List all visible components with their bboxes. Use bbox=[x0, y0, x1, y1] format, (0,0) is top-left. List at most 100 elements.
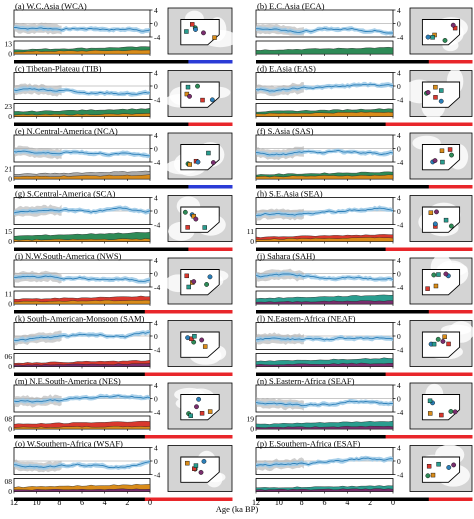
proxy-site-marker bbox=[447, 147, 453, 152]
proxy-site-marker bbox=[425, 34, 431, 40]
record-bar-black bbox=[57, 372, 102, 376]
y-tick-label: 4 bbox=[154, 131, 158, 140]
record-bar-black bbox=[57, 60, 102, 64]
y-tick-label: 4 bbox=[397, 256, 401, 265]
record-bar-red bbox=[428, 185, 473, 189]
stacked-area-orange bbox=[13, 238, 151, 242]
record-bar-red bbox=[428, 497, 473, 501]
stacked-area-orange bbox=[255, 237, 394, 242]
record-bar-red bbox=[188, 122, 233, 126]
record-bar-red bbox=[144, 497, 189, 501]
panel-title: (d) E.Asia (EAS) bbox=[257, 64, 316, 74]
proxy-site-marker bbox=[443, 271, 449, 277]
x-tick-label: 0 bbox=[391, 498, 395, 507]
y-tick-label: 0 bbox=[154, 457, 158, 466]
proxy-site-marker bbox=[201, 458, 207, 464]
record-bar-black bbox=[57, 247, 102, 251]
series-uncertainty-band bbox=[14, 25, 150, 34]
proxy-site-marker bbox=[442, 334, 447, 340]
y-tick-label: -4 bbox=[154, 345, 160, 354]
record-bar-blue bbox=[188, 185, 233, 189]
panel-title: (c) Tibetan-Plateau (TIB) bbox=[15, 64, 102, 74]
proxy-site-marker bbox=[425, 90, 431, 95]
y-tick-label: 0 bbox=[397, 457, 401, 466]
left-tick-label: 0 bbox=[8, 425, 12, 434]
record-bar-black bbox=[385, 497, 430, 501]
y-tick-label: -4 bbox=[154, 158, 160, 167]
x-tick-label: 10 bbox=[33, 498, 41, 507]
proxy-site-marker bbox=[449, 152, 454, 158]
record-bar-black bbox=[342, 497, 387, 501]
y-tick-label: 4 bbox=[154, 318, 158, 327]
series-uncertainty-band bbox=[256, 26, 393, 36]
panel-title: (k) South-American-Monsoon (SAM) bbox=[15, 314, 145, 324]
stacked-area-orange bbox=[13, 174, 151, 180]
proxy-site-marker bbox=[198, 469, 204, 475]
series-mean-line bbox=[255, 273, 394, 280]
series-uncertainty-band bbox=[14, 273, 150, 284]
record-bar-black bbox=[14, 60, 59, 64]
proxy-site-marker bbox=[194, 404, 199, 410]
proxy-site-marker bbox=[199, 337, 205, 343]
left-tick-label: 11 bbox=[247, 227, 254, 236]
x-tick-label: 12 bbox=[10, 498, 18, 507]
proxy-site-marker bbox=[191, 279, 197, 284]
record-bar-black bbox=[101, 185, 146, 189]
record-bar-black bbox=[14, 185, 59, 189]
left-tick-label: 19 bbox=[247, 415, 255, 424]
series-mean-line bbox=[13, 395, 151, 403]
x-tick-label: 6 bbox=[80, 498, 84, 507]
proxy-site-marker bbox=[432, 158, 438, 164]
panel-title: (n) S.Eastern-Africa (SEAF) bbox=[257, 376, 355, 386]
panel-title: (l) N.Eastern-Africa (NEAF) bbox=[257, 314, 356, 324]
proxy-site-marker bbox=[201, 30, 206, 36]
y-tick-label: -4 bbox=[154, 220, 160, 229]
record-bar-black bbox=[14, 310, 59, 314]
proxy-site-marker bbox=[436, 461, 441, 467]
record-bar-red bbox=[428, 60, 473, 64]
panel-title: (e) N.Central-America (NCA) bbox=[15, 126, 118, 136]
record-bar-black bbox=[256, 247, 300, 251]
proxy-site-marker bbox=[426, 464, 432, 469]
stacked-area-orange bbox=[13, 299, 151, 305]
proxy-site-marker bbox=[439, 88, 444, 93]
stacked-area-green bbox=[255, 46, 394, 55]
record-bar-black bbox=[385, 310, 430, 314]
proxy-site-marker bbox=[433, 84, 438, 90]
panel-title: (h) S.E.Asia (SEA) bbox=[257, 189, 323, 199]
panel-title: (f) S.Asia (SAS) bbox=[257, 126, 314, 136]
series-mean-line bbox=[13, 331, 151, 342]
series-mean-line bbox=[255, 336, 394, 341]
y-tick-label: 4 bbox=[397, 381, 401, 390]
proxy-site-marker bbox=[438, 98, 444, 104]
proxy-site-marker bbox=[435, 336, 441, 342]
proxy-site-marker bbox=[184, 273, 189, 279]
proxy-site-marker bbox=[430, 35, 435, 40]
proxy-site-marker bbox=[440, 339, 446, 344]
series-uncertainty-band bbox=[14, 329, 150, 343]
record-bar-black bbox=[144, 122, 189, 126]
stacked-area-orange bbox=[255, 174, 394, 180]
record-bar-black bbox=[57, 497, 102, 501]
left-tick-label: 21 bbox=[5, 165, 13, 174]
proxy-site-marker bbox=[428, 210, 434, 215]
y-tick-label: -4 bbox=[154, 408, 160, 417]
record-bar-red bbox=[428, 435, 473, 439]
y-tick-label: 0 bbox=[154, 82, 158, 91]
proxy-site-marker bbox=[207, 274, 213, 280]
left-tick-label: 0 bbox=[8, 237, 12, 246]
record-bar-red bbox=[385, 247, 430, 251]
record-bar-black bbox=[101, 60, 146, 64]
x-tick-label: 8 bbox=[300, 498, 304, 507]
record-bar-red bbox=[188, 497, 233, 501]
record-bar-red bbox=[385, 372, 430, 376]
left-tick-label: 23 bbox=[5, 102, 13, 111]
left-tick-label: 08 bbox=[5, 477, 13, 486]
record-bar-black bbox=[299, 310, 343, 314]
proxy-site-marker bbox=[433, 95, 438, 100]
proxy-site-marker bbox=[202, 344, 208, 349]
record-bar-black bbox=[299, 497, 343, 501]
proxy-site-marker bbox=[185, 460, 190, 466]
panel-title: (b) E.C.Asia (ECA) bbox=[257, 1, 325, 11]
